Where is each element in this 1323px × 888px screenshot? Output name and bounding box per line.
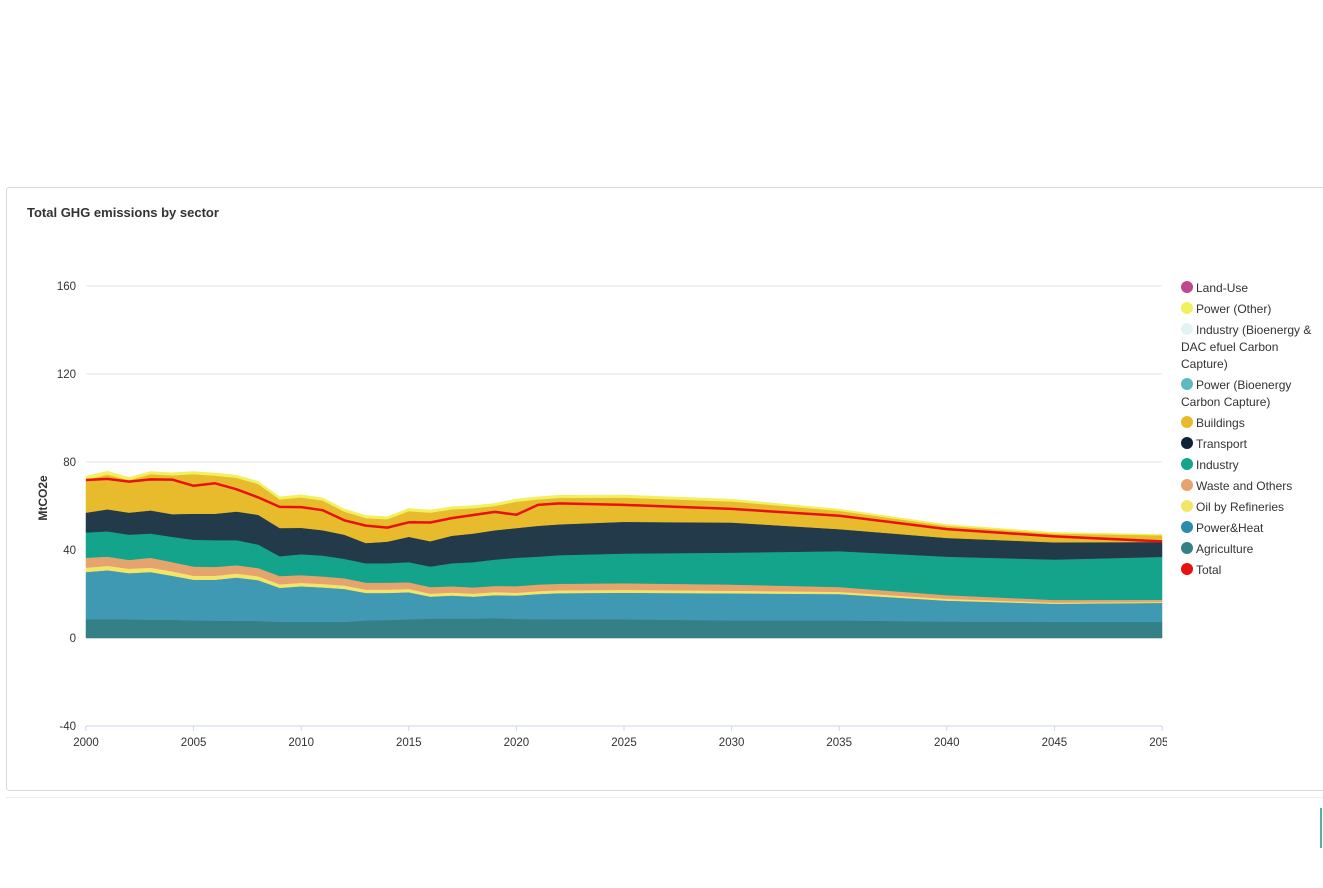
chart-legend: Land-Use Power (Other) Industry (Bioenergy… [1181,280,1321,583]
legend-label: Waste and Others [1196,479,1293,493]
legend-marker-icon [1181,458,1193,470]
legend-marker-icon [1181,416,1193,428]
legend-label: Oil by Refineries [1196,500,1285,514]
legend-item-land-use[interactable]: Land-Use [1181,280,1321,297]
legend-marker-icon [1181,378,1193,390]
legend-item-oil-by-refineries[interactable]: Oil by Refineries [1181,499,1321,516]
x-tick-label: 2015 [396,737,422,749]
x-tick-label: 2010 [288,737,314,749]
area-series-group [85,470,1163,639]
legend-marker-icon [1181,500,1193,512]
x-tick-label: 2020 [504,737,530,749]
y-tick-label: 160 [57,281,76,293]
x-tick-label: 2005 [181,737,207,749]
legend-item-power-bioenergy-carbon-capture[interactable]: Power (Bioenergy Carbon Capture) [1181,377,1321,411]
x-tick-label: 2000 [73,737,99,749]
legend-item-total[interactable]: Total [1181,562,1321,579]
legend-label: Transport [1196,437,1247,451]
y-tick-label: 0 [70,633,76,645]
legend-item-buildings[interactable]: Buildings [1181,415,1321,432]
legend-label: Agriculture [1196,542,1254,556]
legend-marker-icon [1181,437,1193,449]
legend-label: Power (Bioenergy Carbon Capture) [1181,378,1292,409]
legend-marker-icon [1181,323,1193,335]
legend-label: Power (Other) [1196,302,1272,316]
legend-item-transport[interactable]: Transport [1181,436,1321,453]
legend-marker-icon [1181,479,1193,491]
area-chart: -40 0 40 80 120 160 2000 2005 2010 2015 2020 2025 20… [36,281,1167,749]
y-tick-label: 80 [63,457,76,469]
legend-marker-icon [1181,302,1193,314]
total-line-group [85,477,1163,543]
legend-label: Buildings [1196,416,1245,430]
legend-label: Power&Heat [1196,521,1264,535]
x-tick-label: 2050 [1149,737,1167,749]
y-axis-title: MtCO2e [36,475,50,521]
legend-label: Total [1196,563,1222,577]
legend-label: Industry (Bioenergy & DAC efuel Carbon C… [1181,323,1312,371]
legend-marker-icon [1181,542,1193,554]
legend-label: Land-Use [1196,281,1249,295]
chart-title: Total GHG emissions by sector [27,205,219,220]
axes: -40 0 40 80 120 160 2000 2005 2010 2015 2020 2025 20… [57,281,1167,749]
y-tick-label: 40 [63,545,76,557]
y-tick-label: 120 [57,369,76,381]
x-tick-label: 2040 [934,737,960,749]
legend-marker-icon [1181,281,1193,293]
x-tick-label: 2030 [719,737,745,749]
legend-item-waste-and-others[interactable]: Waste and Others [1181,478,1321,495]
legend-marker-icon [1181,563,1193,575]
legend-label: Industry [1196,458,1239,472]
legend-item-power-other[interactable]: Power (Other) [1181,301,1321,318]
x-tick-label: 2045 [1042,737,1068,749]
legend-item-industry[interactable]: Industry [1181,457,1321,474]
scroll-edge-marker [1320,808,1322,848]
x-tick-label: 2025 [611,737,637,749]
area-power-other [85,470,1163,536]
legend-item-power-heat[interactable]: Power&Heat [1181,520,1321,537]
x-tick-label: 2035 [826,737,852,749]
y-tick-label: -40 [59,721,76,733]
legend-item-industry-bioenergy-dac-efuel-carbon-capture[interactable]: Industry (Bioenergy & DAC efuel Carbon C… [1181,322,1321,373]
legend-item-agriculture[interactable]: Agriculture [1181,541,1321,558]
chart-panel: Total GHG emissions by sector -40 0 40 80 12… [6,187,1323,791]
next-panel-edge [6,797,1323,888]
total-line [85,477,1163,543]
legend-marker-icon [1181,521,1193,533]
